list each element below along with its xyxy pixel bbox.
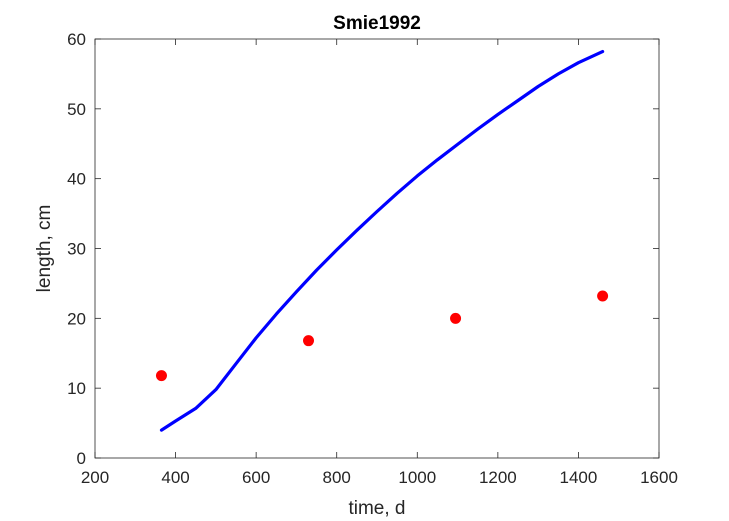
observation-point: [155, 370, 167, 382]
chart-title: Smie1992: [333, 13, 421, 34]
y-tick-label: 30: [67, 240, 86, 259]
model-curve-line: [159, 49, 605, 432]
x-axis-ticks: 200 400 600 800 1000 1200 1400 1600: [81, 39, 678, 487]
x-tick-label: 200: [81, 468, 109, 487]
y-tick-label: 40: [67, 170, 86, 189]
plot-frame: [94, 38, 660, 459]
y-tick-label: 60: [67, 30, 86, 49]
x-tick-label: 1200: [479, 468, 517, 487]
plot-area: [95, 39, 659, 458]
observation-point: [597, 290, 609, 302]
y-tick-label: 50: [67, 100, 86, 119]
x-tick-label: 1400: [560, 468, 598, 487]
observation-point: [303, 335, 315, 347]
y-axis-ticks: 0 10 20 30 40 50 60: [67, 30, 659, 468]
x-tick-label: 400: [161, 468, 189, 487]
x-tick-label: 1000: [398, 468, 436, 487]
x-tick-label: 600: [242, 468, 270, 487]
y-axis-label: length, cm: [34, 205, 55, 293]
series-layer: [155, 49, 609, 432]
x-tick-label: 800: [323, 468, 351, 487]
y-tick-label: 20: [67, 309, 86, 328]
y-tick-label: 0: [77, 449, 86, 468]
x-tick-label: 1600: [640, 468, 678, 487]
y-tick-label: 10: [67, 379, 86, 398]
x-axis-label: time, d: [348, 498, 405, 519]
observation-point: [450, 312, 462, 324]
